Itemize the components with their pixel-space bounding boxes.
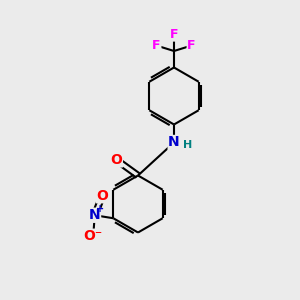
Text: N: N [168, 136, 180, 149]
Text: O: O [96, 189, 108, 203]
Text: +: + [96, 204, 104, 214]
Text: F: F [152, 39, 161, 52]
Text: F: F [170, 28, 178, 41]
Text: N: N [89, 208, 100, 222]
Text: H: H [183, 140, 192, 151]
Text: O: O [110, 153, 122, 167]
Text: F: F [187, 39, 196, 52]
Text: O⁻: O⁻ [84, 229, 103, 243]
